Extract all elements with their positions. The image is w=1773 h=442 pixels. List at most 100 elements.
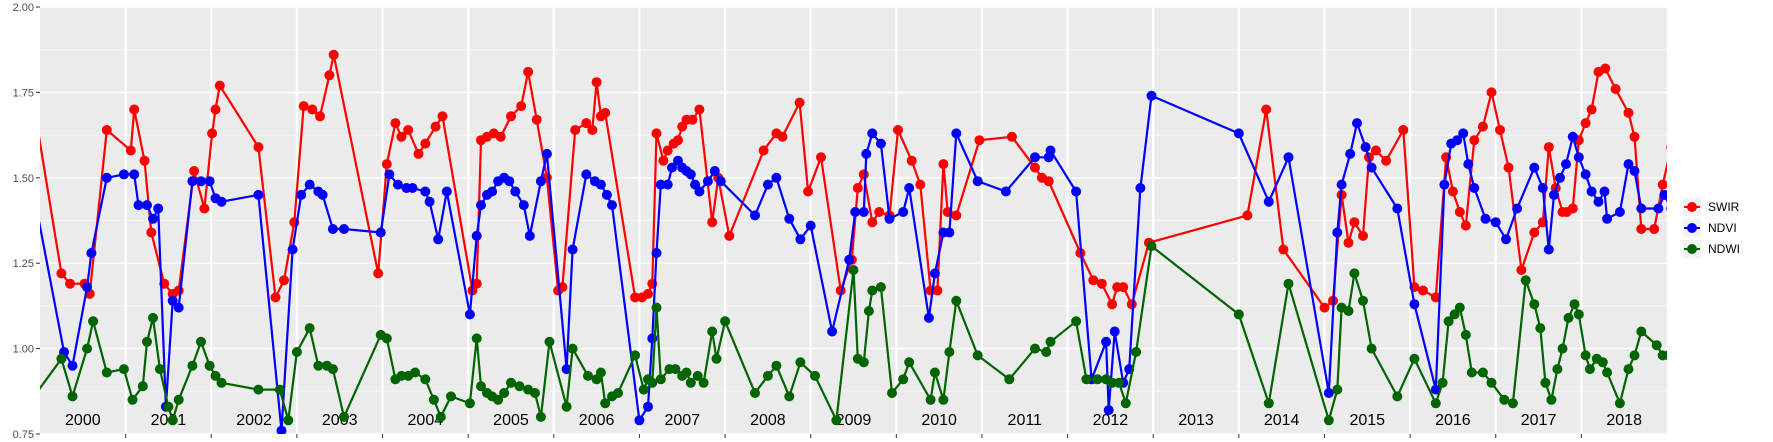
year-label: 2017 xyxy=(1521,412,1557,429)
data-point-swir xyxy=(724,230,735,241)
data-point-swir xyxy=(430,121,441,132)
data-point-ndwi xyxy=(1623,364,1634,375)
year-label: 2016 xyxy=(1435,412,1471,429)
data-point-ndvi xyxy=(1439,179,1450,190)
data-point-ndvi xyxy=(762,179,773,190)
data-point-ndvi xyxy=(1480,213,1491,224)
data-point-ndvi xyxy=(101,172,112,183)
data-point-swir xyxy=(1418,285,1428,296)
data-point-ndvi xyxy=(1323,388,1334,398)
data-point-ndvi xyxy=(535,176,546,187)
data-point-ndvi xyxy=(276,425,287,434)
data-point-swir xyxy=(951,210,962,221)
data-point-ndwi xyxy=(1131,347,1142,357)
data-point-swir xyxy=(906,155,917,166)
data-point-swir xyxy=(1343,237,1354,248)
data-point-swir xyxy=(1006,131,1017,142)
data-point-ndwi xyxy=(1636,326,1647,337)
data-point-swir xyxy=(270,292,281,303)
data-point-ndvi xyxy=(667,162,677,173)
data-point-swir xyxy=(1430,292,1441,303)
data-point-ndwi xyxy=(446,391,456,402)
data-point-swir xyxy=(1543,142,1554,153)
data-point-ndvi xyxy=(601,189,612,200)
data-point-ndwi xyxy=(428,394,439,405)
data-point-ndwi xyxy=(1004,374,1015,385)
data-point-swir xyxy=(1358,230,1368,241)
data-point-ndvi xyxy=(1561,159,1571,170)
data-point-ndvi xyxy=(1679,156,1689,166)
data-point-ndvi xyxy=(1109,326,1120,337)
data-point-ndwi xyxy=(88,316,99,327)
data-point-swir xyxy=(1107,299,1118,310)
data-point-ndwi xyxy=(613,388,623,398)
year-label: 2000 xyxy=(65,412,101,429)
data-point-ndwi xyxy=(795,357,806,368)
data-point-ndwi xyxy=(1107,377,1118,388)
data-point-ndvi xyxy=(1430,384,1441,395)
data-point-swir xyxy=(816,152,826,163)
data-point-ndvi xyxy=(651,248,662,258)
data-point-swir xyxy=(1495,125,1505,135)
data-point-swir xyxy=(1567,203,1578,214)
data-point-swir xyxy=(1278,244,1289,255)
data-point-ndvi xyxy=(805,220,816,231)
data-point-ndvi xyxy=(216,196,227,207)
data-point-swir xyxy=(14,146,24,156)
data-point-ndvi xyxy=(487,186,498,197)
data-point-swir xyxy=(199,203,210,214)
data-point-ndwi xyxy=(1597,357,1608,368)
data-point-swir xyxy=(1261,104,1272,115)
data-point-swir xyxy=(893,125,903,135)
data-point-ndwi xyxy=(647,377,658,388)
data-point-ndvi xyxy=(1752,152,1762,162)
year-label: 2015 xyxy=(1349,412,1385,429)
data-point-swir xyxy=(279,275,289,286)
data-point-swir xyxy=(495,131,506,142)
data-point-swir xyxy=(437,111,448,122)
data-point-swir xyxy=(1118,282,1129,293)
data-point-ndvi xyxy=(715,176,726,187)
data-point-swir xyxy=(1675,156,1685,166)
data-point-ndwi xyxy=(1454,302,1465,313)
year-label: 2002 xyxy=(236,412,272,429)
data-point-ndwi xyxy=(544,336,555,347)
data-point-ndvi xyxy=(476,200,486,211)
data-point-swir xyxy=(471,278,482,289)
data-point-ndvi xyxy=(694,186,705,197)
data-point-swir xyxy=(101,125,112,135)
legend-label-ndwi: NDWI xyxy=(1708,242,1740,256)
legend-label-ndvi: NDVI xyxy=(1708,221,1737,235)
data-point-swir xyxy=(1030,162,1040,173)
data-point-swir xyxy=(403,125,414,135)
data-point-swir xyxy=(396,131,407,142)
data-point-swir xyxy=(1398,125,1409,135)
data-point-ndwi xyxy=(561,401,572,412)
data-point-ndvi xyxy=(643,401,653,412)
data-point-ndvi xyxy=(304,179,315,190)
data-point-ndwi xyxy=(154,364,165,375)
data-point-ndwi xyxy=(67,391,78,402)
data-point-swir xyxy=(687,114,698,125)
data-point-ndvi xyxy=(420,186,431,197)
data-point-ndvi xyxy=(1555,172,1565,183)
data-point-ndvi xyxy=(441,186,452,197)
data-point-ndwi xyxy=(464,398,475,409)
data-point-ndwi xyxy=(1358,295,1368,306)
data-point-ndwi xyxy=(784,391,795,402)
data-point-ndvi xyxy=(784,213,795,224)
data-point-ndwi xyxy=(875,282,886,293)
data-point-ndwi xyxy=(506,377,516,388)
data-point-ndvi xyxy=(327,224,338,234)
data-point-ndvi xyxy=(1452,135,1463,146)
data-point-swir xyxy=(651,128,662,139)
data-point-ndvi xyxy=(951,128,962,139)
year-label: 2005 xyxy=(493,412,529,429)
data-point-ndwi xyxy=(1071,316,1082,327)
data-point-ndvi xyxy=(827,326,838,337)
data-point-ndvi xyxy=(884,213,895,224)
data-point-ndwi xyxy=(1580,350,1591,361)
data-point-ndwi xyxy=(638,384,649,395)
data-point-ndvi xyxy=(567,244,578,255)
data-point-ndwi xyxy=(810,370,820,381)
